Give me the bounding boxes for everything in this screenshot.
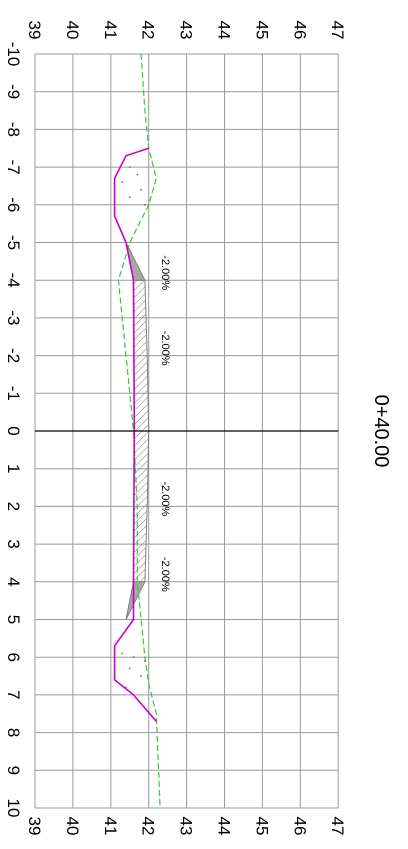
elevation-ticks-bottom: 39 40 41 42 43 44 45 46 47	[25, 817, 347, 836]
offset-tick: -1	[4, 386, 23, 401]
offset-tick: -7	[4, 160, 23, 175]
offset-tick: 3	[4, 539, 23, 548]
offset-tick: -6	[4, 197, 23, 212]
elevation-tick-bottom: 47	[328, 817, 347, 836]
shoulder	[125, 581, 146, 620]
elevation-tick-top: 39	[25, 21, 44, 40]
slope-label: -2.00%	[159, 481, 171, 516]
fill-dot	[132, 656, 135, 659]
offset-tick: -3	[4, 310, 23, 325]
fill-dot	[121, 181, 124, 184]
offset-tick: -4	[4, 273, 23, 288]
slope-labels: -2.00% -2.00% -2.00% -2.00%	[159, 255, 171, 592]
elevation-tick-top: 40	[63, 21, 82, 40]
elevation-tick-top: 44	[215, 21, 234, 40]
elevation-tick-bottom: 41	[101, 817, 120, 836]
offset-tick: -5	[4, 235, 23, 250]
elevation-tick-top: 41	[101, 21, 120, 40]
fill-dot	[136, 173, 139, 176]
elevation-tick-bottom: 40	[63, 817, 82, 836]
fill-dot	[121, 652, 124, 655]
offset-tick: -10	[4, 42, 23, 67]
grid	[34, 53, 339, 809]
fill-dot	[128, 166, 131, 169]
offset-tick: 6	[4, 652, 23, 661]
elevation-tick-bottom: 43	[177, 817, 196, 836]
slope-label: -2.00%	[159, 557, 171, 592]
fill-dot	[140, 675, 143, 677]
elevation-tick-top: 43	[177, 21, 196, 40]
offset-tick: 10	[4, 799, 23, 818]
elevation-tick-bottom: 39	[25, 817, 44, 836]
offset-tick: -9	[4, 84, 23, 99]
elevation-tick-bottom: 42	[139, 817, 158, 836]
existing-ground-line	[117, 53, 161, 809]
elevation-ticks-top: 39 40 41 42 43 44 45 46 47	[25, 21, 347, 40]
shoulder	[125, 242, 146, 281]
fill-dot	[128, 667, 131, 670]
slope-label: -2.00%	[159, 331, 171, 366]
fill-dot	[128, 196, 131, 199]
elevation-tick-bottom: 44	[215, 817, 234, 836]
fill-dot	[125, 686, 127, 689]
slope-label: -2.00%	[159, 255, 171, 290]
offset-tick: 7	[4, 690, 23, 699]
elevation-tick-top: 42	[139, 21, 158, 40]
offset-tick: 4	[4, 577, 23, 586]
elevation-tick-bottom: 46	[290, 817, 309, 836]
offset-tick: -8	[4, 122, 23, 137]
offset-tick: 0	[4, 426, 23, 435]
design-ditch-left	[113, 147, 149, 281]
fill-dot	[144, 660, 146, 662]
offset-tick: -2	[4, 348, 23, 363]
station-label: 0+40.00	[370, 395, 392, 468]
elevation-tick-top: 45	[252, 21, 271, 40]
elevation-tick-bottom: 45	[252, 817, 271, 836]
offset-tick: 1	[4, 464, 23, 473]
offset-tick: 9	[4, 766, 23, 775]
design-ditch-right	[113, 581, 157, 722]
offset-tick: 2	[4, 502, 23, 511]
fill-dot	[144, 203, 146, 206]
ditch-fill-dots	[121, 166, 146, 689]
existing-ground	[117, 53, 161, 809]
fill-dot	[140, 188, 143, 191]
elevation-tick-top: 47	[328, 21, 347, 40]
offset-tick: 5	[4, 615, 23, 624]
elevation-tick-top: 46	[290, 21, 309, 40]
offset-tick: 8	[4, 728, 23, 737]
